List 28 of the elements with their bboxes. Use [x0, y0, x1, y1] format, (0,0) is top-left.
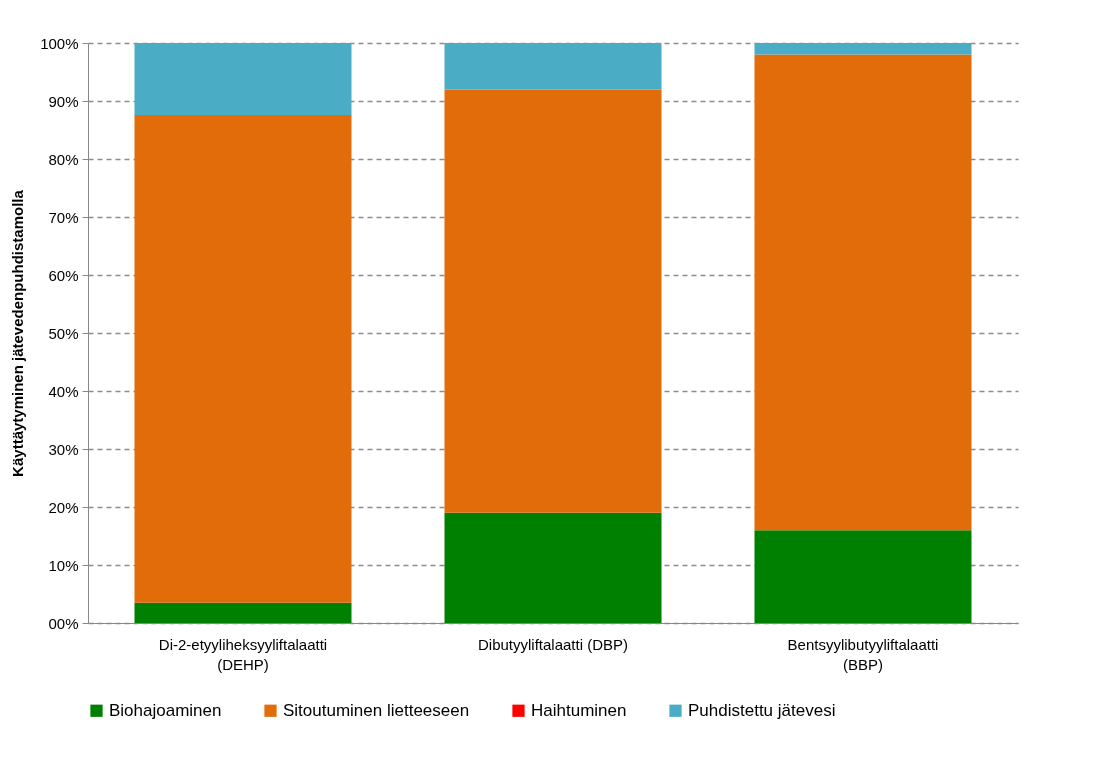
- legend-label: Puhdistettu jätevesi: [688, 700, 836, 720]
- x-tick-label: Dibutyyliftalaatti (DBP): [477, 635, 629, 653]
- x-tick-label: Di-2-etyyliheksyyliftalaatti (DEHP): [158, 635, 328, 673]
- y-tick-label: 100%: [40, 34, 79, 52]
- x-tick-label: Bentsyylibutyyliftalaatti (BBP): [787, 635, 939, 673]
- bar: [444, 89, 662, 513]
- y-tick-label: 80%: [48, 150, 79, 168]
- y-tick-label: 30%: [48, 440, 79, 458]
- bar: [444, 512, 662, 623]
- y-tick-label: 90%: [48, 92, 79, 110]
- bar: [134, 43, 352, 115]
- bar: [444, 43, 662, 90]
- y-tick-label: 00%: [48, 614, 79, 632]
- bar: [134, 114, 352, 603]
- y-tick-label: 20%: [48, 498, 79, 516]
- bar: [754, 43, 972, 55]
- y-tick-label: 10%: [48, 556, 79, 574]
- bar: [134, 602, 352, 623]
- y-tick-label: 40%: [48, 382, 79, 400]
- legend-label: Biohajoaminen: [109, 700, 222, 720]
- y-tick-label: 50%: [48, 324, 79, 342]
- legend-label: Sitoutuminen lietteeseen: [283, 700, 470, 720]
- y-tick-label: 70%: [48, 208, 79, 226]
- legend-label: Haihtuminen: [531, 700, 627, 720]
- bar: [754, 54, 972, 531]
- y-axis-title: Käyttäytyminen jätevedenpuhdistamolla: [9, 189, 27, 477]
- bar: [754, 530, 972, 623]
- y-tick-label: 60%: [48, 266, 79, 284]
